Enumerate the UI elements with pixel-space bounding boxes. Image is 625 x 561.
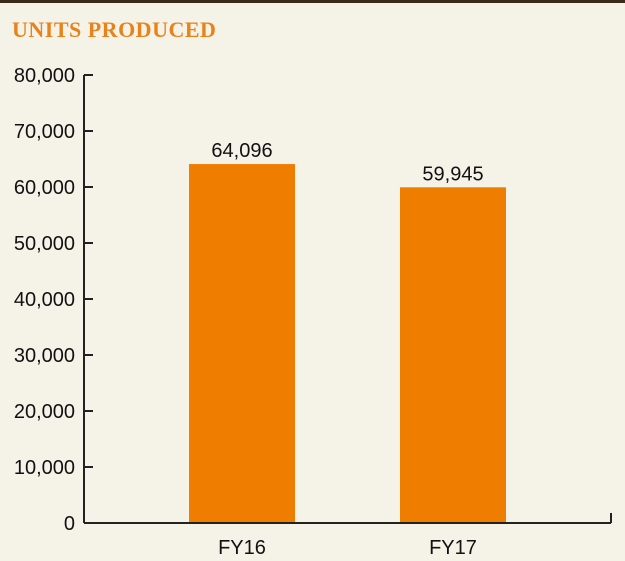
data-label-fy17: 59,945 [422, 163, 483, 185]
chart-title: UNITS PRODUCED [12, 17, 217, 42]
y-tick-label: 60,000 [14, 177, 75, 199]
x-tick-label-fy16: FY16 [218, 537, 266, 559]
y-tick-label: 0 [64, 513, 75, 535]
bar-fy17 [400, 187, 506, 524]
top-rule [0, 0, 625, 3]
y-tick-label: 10,000 [14, 457, 75, 479]
x-axis-labels: FY16 FY17 [218, 537, 477, 559]
y-tick-label: 30,000 [14, 345, 75, 367]
y-axis-ticks: 0 10,000 20,000 30,000 40,000 50,000 60,000 70,… [14, 65, 93, 535]
x-tick-label-fy17: FY17 [429, 537, 477, 559]
y-tick-label: 50,000 [14, 233, 75, 255]
y-tick-label: 40,000 [14, 289, 75, 311]
data-label-fy16: 64,096 [211, 140, 272, 162]
bar-fy16 [189, 164, 295, 524]
y-tick-label: 70,000 [14, 121, 75, 143]
y-tick-label: 20,000 [14, 401, 75, 423]
y-tick-label: 80,000 [14, 65, 75, 87]
bars: 64,096 59,945 [189, 140, 506, 524]
